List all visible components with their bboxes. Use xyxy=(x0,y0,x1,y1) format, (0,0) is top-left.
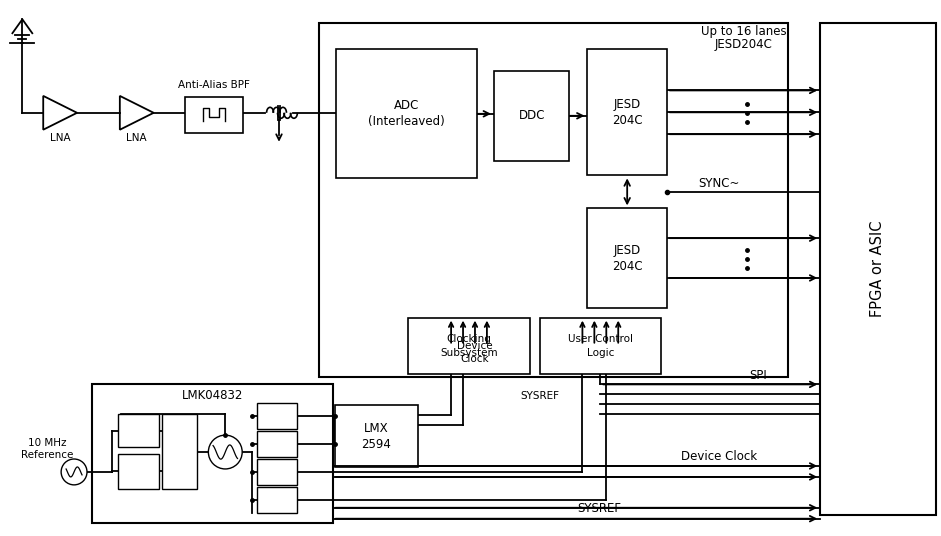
Text: Clocking: Clocking xyxy=(447,334,491,344)
FancyBboxPatch shape xyxy=(118,414,159,447)
Text: LNA: LNA xyxy=(50,133,71,143)
Text: SPI: SPI xyxy=(750,369,767,382)
Text: ADC: ADC xyxy=(393,99,419,113)
Text: Anti-Alias BPF: Anti-Alias BPF xyxy=(179,80,250,90)
Text: PFD: PFD xyxy=(169,446,189,457)
Text: SYNC~: SYNC~ xyxy=(698,177,740,190)
Text: 10 MHz
Reference: 10 MHz Reference xyxy=(21,438,73,460)
FancyBboxPatch shape xyxy=(257,487,297,513)
Text: Device
Clock: Device Clock xyxy=(457,341,493,364)
FancyBboxPatch shape xyxy=(257,459,297,485)
FancyBboxPatch shape xyxy=(336,49,477,178)
Text: JESD204C: JESD204C xyxy=(714,38,773,51)
FancyBboxPatch shape xyxy=(162,414,198,489)
FancyBboxPatch shape xyxy=(319,23,789,377)
Text: 204C: 204C xyxy=(612,114,643,127)
Text: JESD: JESD xyxy=(614,243,641,257)
Text: LNA: LNA xyxy=(126,133,147,143)
Text: JESD: JESD xyxy=(614,98,641,111)
FancyBboxPatch shape xyxy=(408,318,530,375)
Text: ÷: ÷ xyxy=(273,411,281,421)
Text: FPGA or ASIC: FPGA or ASIC xyxy=(870,221,885,317)
Text: ÷: ÷ xyxy=(273,495,281,505)
Text: Up to 16 lanes: Up to 16 lanes xyxy=(701,25,787,38)
Text: N÷: N÷ xyxy=(130,426,147,436)
Circle shape xyxy=(61,459,87,485)
Text: ÷: ÷ xyxy=(273,467,281,477)
FancyBboxPatch shape xyxy=(257,403,297,429)
Text: Logic: Logic xyxy=(586,348,614,358)
FancyBboxPatch shape xyxy=(118,454,159,489)
Text: LMK04832: LMK04832 xyxy=(182,389,243,402)
FancyBboxPatch shape xyxy=(257,431,297,457)
Text: User Control: User Control xyxy=(567,334,633,344)
FancyBboxPatch shape xyxy=(185,97,243,133)
FancyBboxPatch shape xyxy=(539,318,661,375)
Text: DDC: DDC xyxy=(518,109,545,122)
Text: Subsystem: Subsystem xyxy=(440,348,498,358)
FancyBboxPatch shape xyxy=(335,405,418,467)
Text: R÷: R÷ xyxy=(130,466,146,477)
Text: ÷: ÷ xyxy=(273,439,281,449)
Text: 2594: 2594 xyxy=(361,437,391,451)
FancyBboxPatch shape xyxy=(494,71,569,161)
FancyBboxPatch shape xyxy=(587,49,667,175)
FancyBboxPatch shape xyxy=(821,23,935,515)
Text: (Interleaved): (Interleaved) xyxy=(368,115,445,128)
Circle shape xyxy=(208,435,242,469)
FancyBboxPatch shape xyxy=(587,209,667,308)
Text: Device Clock: Device Clock xyxy=(680,450,757,463)
Text: 204C: 204C xyxy=(612,259,643,272)
FancyBboxPatch shape xyxy=(92,384,333,523)
Text: SYSREF: SYSREF xyxy=(520,391,559,401)
Text: LMX: LMX xyxy=(364,422,389,435)
Text: SYSREF: SYSREF xyxy=(578,502,621,515)
